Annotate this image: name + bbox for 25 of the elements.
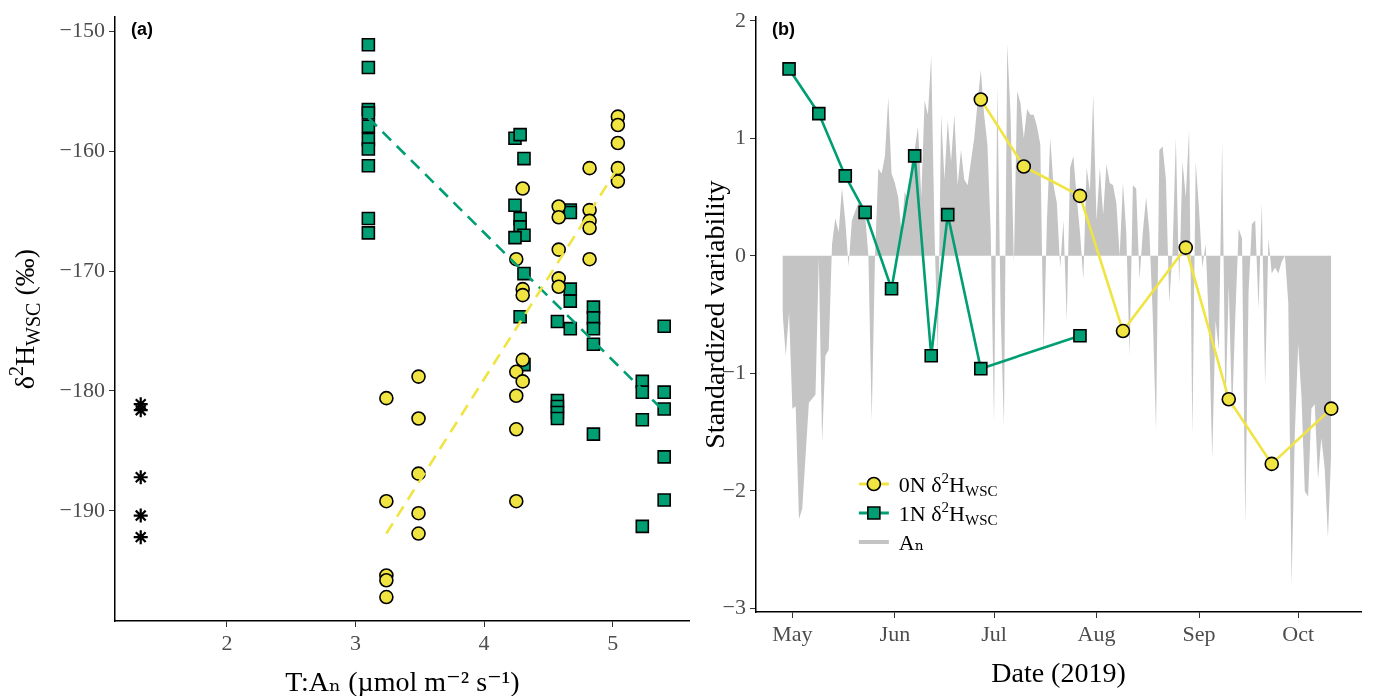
y-tick-label: 0 bbox=[735, 241, 746, 267]
y-tick-label: −160 bbox=[59, 137, 105, 163]
y-tick-label: 1 bbox=[735, 124, 746, 150]
y-tick-label: −190 bbox=[59, 496, 105, 522]
y-tick-label: −180 bbox=[59, 376, 105, 402]
x-tick-label: 2 bbox=[221, 629, 233, 655]
annotation: (a) bbox=[131, 19, 153, 40]
x-tick-label: 3 bbox=[350, 629, 362, 655]
y-tick-label: −2 bbox=[722, 476, 746, 502]
x-tick-label: May bbox=[772, 620, 813, 646]
y-tick-label: 2 bbox=[735, 6, 746, 32]
x-tick-label: 5 bbox=[607, 629, 619, 655]
y-tick-label: −150 bbox=[59, 17, 105, 43]
x-tick-label: Aug bbox=[1077, 620, 1116, 646]
legend-label: Aₙ bbox=[898, 530, 925, 555]
x-axis-title: Date (2019) bbox=[991, 657, 1126, 688]
x-tick-label: 4 bbox=[478, 629, 490, 655]
annotation: (b) bbox=[772, 19, 795, 40]
y-tick-label: −170 bbox=[59, 256, 105, 282]
x-tick-label: Oct bbox=[1282, 620, 1315, 646]
x-tick-label: Jul bbox=[981, 620, 1007, 646]
y-tick-label: −3 bbox=[722, 594, 746, 620]
x-tick-label: Jun bbox=[879, 620, 911, 646]
y-axis-title: δ2HWSC (‰) bbox=[4, 248, 44, 390]
x-tick-label: Sep bbox=[1182, 620, 1216, 646]
